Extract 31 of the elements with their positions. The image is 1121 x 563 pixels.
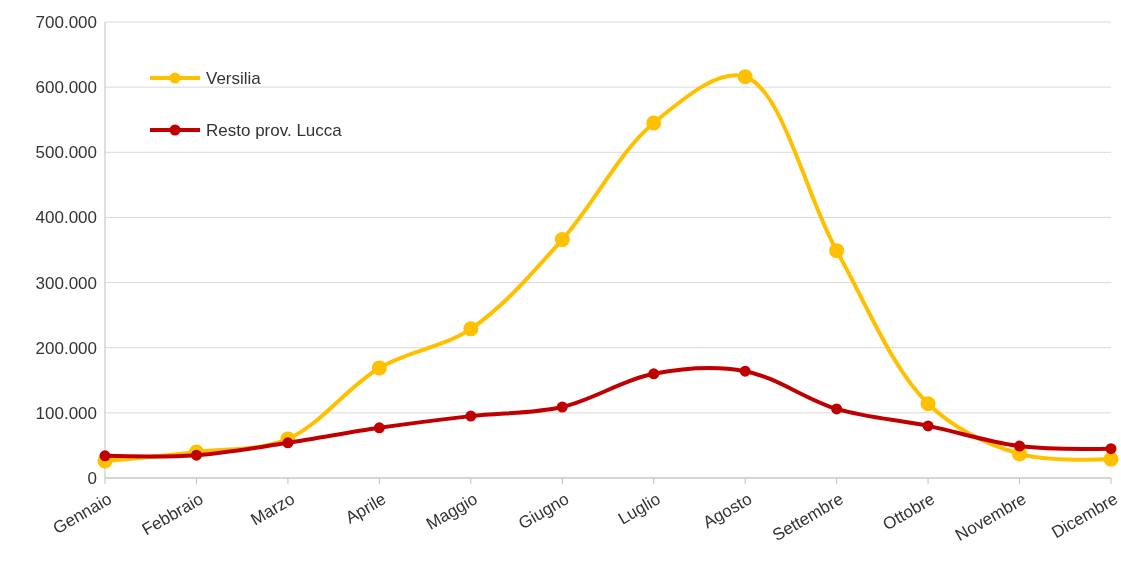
point [465,410,477,422]
point [554,232,570,248]
y-tick-label: 200.000 [35,338,97,358]
point [739,365,751,377]
point [99,450,111,462]
point [373,422,385,434]
point [190,449,202,461]
y-tick-label: 600.000 [35,78,97,98]
point [829,243,845,259]
point [1105,443,1117,455]
point [282,437,294,449]
legend-label: Resto prov. Lucca [206,120,343,140]
y-tick-label: 500.000 [35,143,97,163]
legend-label: Versilia [206,68,262,88]
point [646,115,662,131]
point [556,401,568,413]
y-tick-label: 400.000 [35,208,97,228]
point [648,368,660,380]
y-tick-label: 300.000 [35,273,97,293]
point [463,321,479,337]
y-tick-label: 0 [87,468,97,488]
point [737,69,753,85]
point [922,420,934,432]
point [1014,440,1026,452]
x-tick-label: Luglio [614,489,664,529]
point [371,360,387,376]
y-tick-label: 700.000 [35,12,97,32]
point [920,396,936,412]
point [831,403,843,415]
y-tick-label: 100.000 [35,403,97,423]
x-tick-label: Aprile [342,489,390,528]
